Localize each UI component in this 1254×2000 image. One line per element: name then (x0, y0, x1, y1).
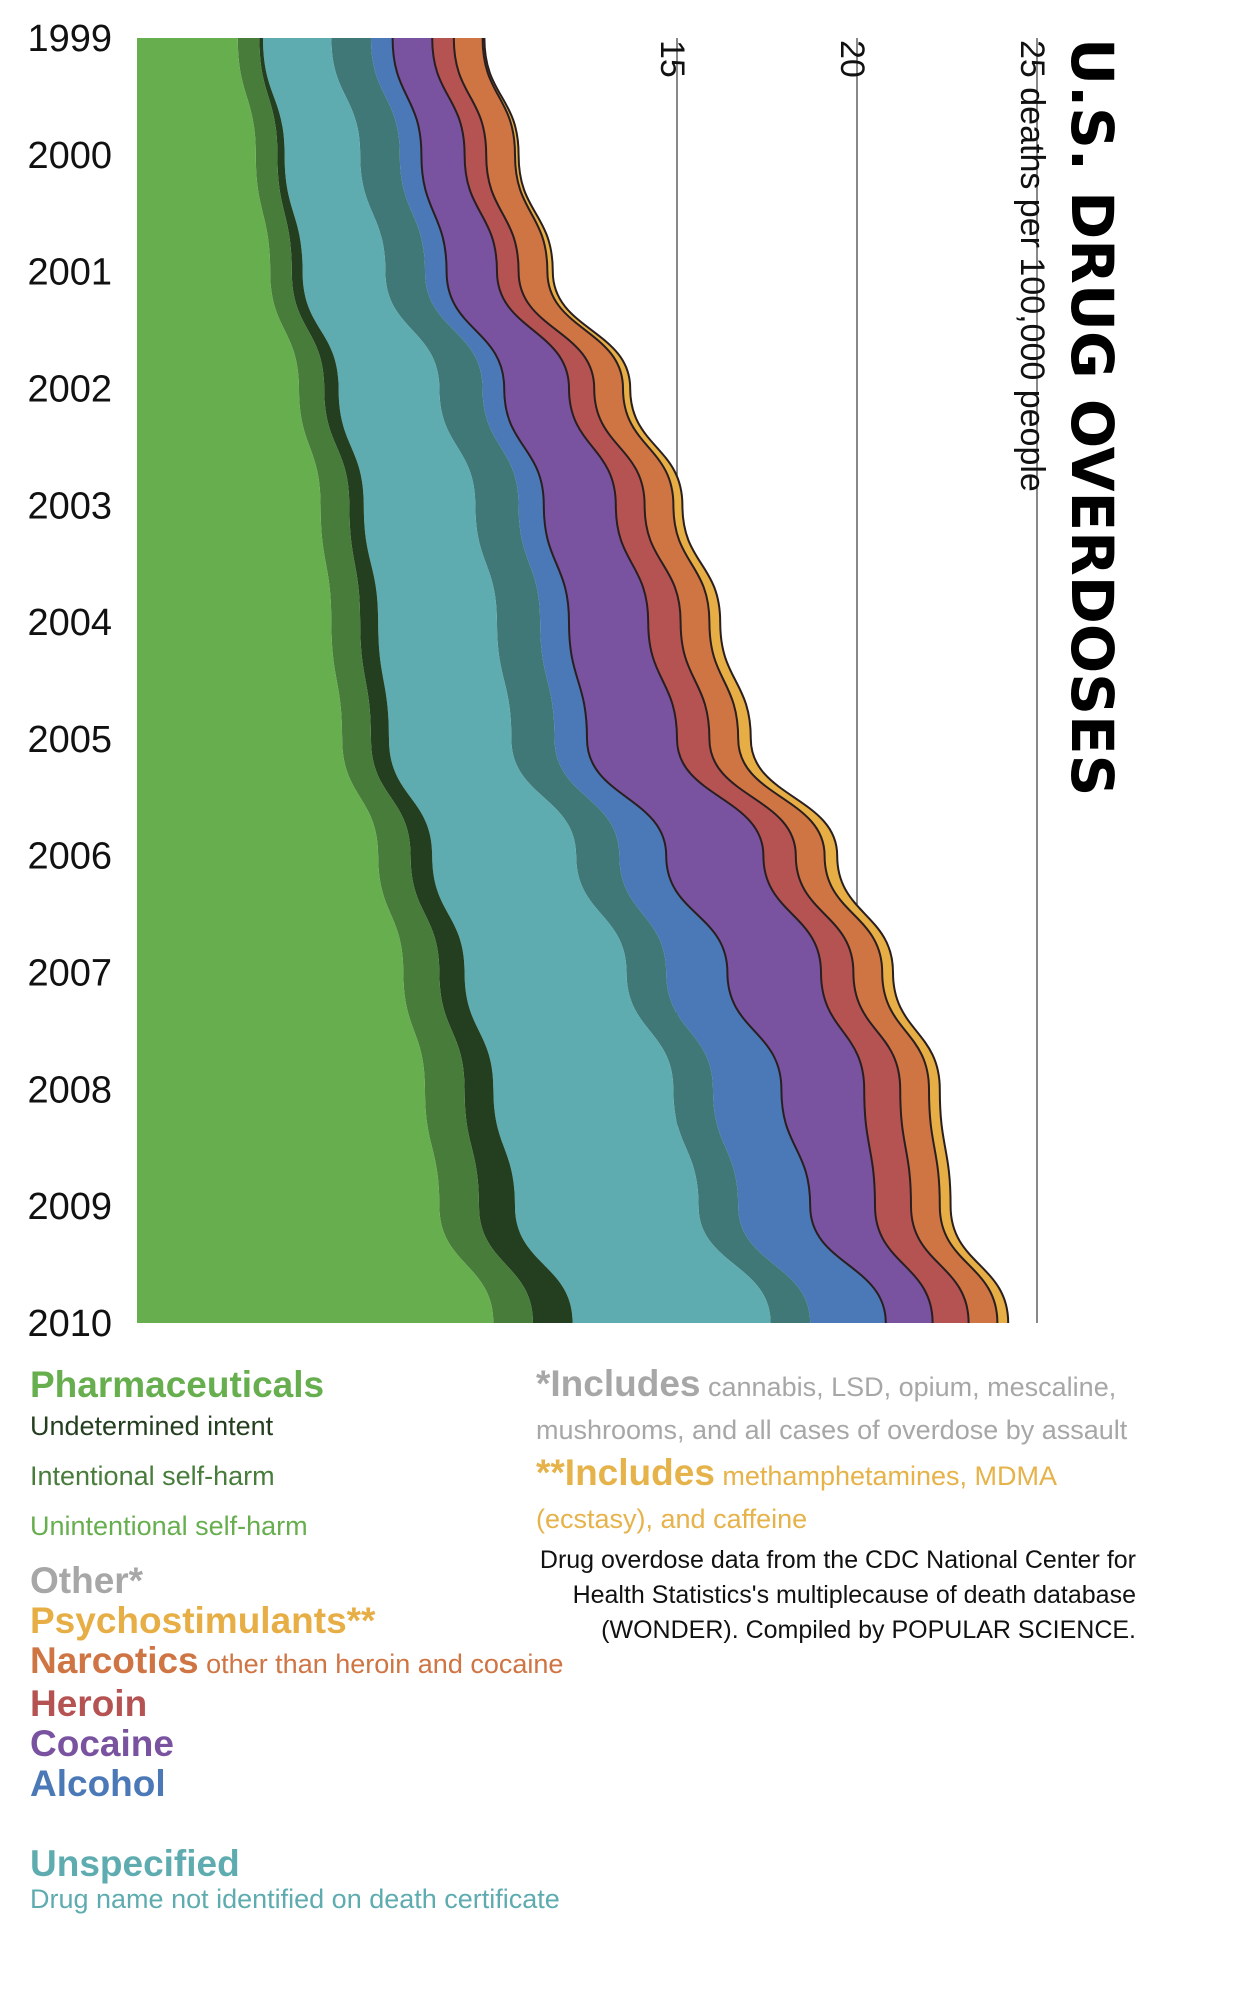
legend-unintentional: Unintentional self-harm (30, 1511, 308, 1541)
legend-unspecified: Unspecified (30, 1843, 240, 1884)
year-label-2003: 2003 (27, 485, 112, 527)
year-label-2006: 2006 (27, 836, 112, 878)
note-psychostimulants: **Includes methamphetamines, MDMA (ecsta… (536, 1454, 1156, 1543)
x-tick-20: 20 (833, 40, 871, 78)
note-psycho-lead: **Includes (536, 1452, 715, 1493)
footnotes: *Includes cannabis, LSD, opium, mescalin… (536, 1365, 1156, 1648)
layer-unspecified (263, 38, 771, 1323)
legend-other: Other* (30, 1560, 144, 1601)
x-tick-15: 15 (653, 40, 691, 78)
year-label-2002: 2002 (27, 368, 112, 410)
layer-pharma-intentional (237, 38, 534, 1323)
legend-pharma-sub: Undetermined intent Intentional self-har… (30, 1411, 590, 1541)
x-axis-ticks: 15 20 25 deaths per 100,000 people (653, 40, 1051, 492)
legend-psychostimulants: Psychostimulants** (30, 1600, 376, 1641)
layer-edge-narcotics (481, 37, 999, 1324)
legend-narcotics: Narcotics other than heroin and cocaine (30, 1641, 590, 1684)
layer-heroin (432, 38, 969, 1323)
layer-narcotics (453, 38, 998, 1323)
legend-heroin: Heroin (30, 1683, 148, 1724)
year-label-1999: 1999 (27, 18, 112, 60)
layer-edge-alcohol (391, 37, 887, 1324)
legend-undetermined: Undetermined intent (30, 1411, 274, 1441)
overdose-streamgraph: 1999 2000 2001 2002 2003 2004 2005 2006 2007 2008… (27, 18, 1126, 1345)
layer-other (331, 38, 811, 1323)
legend-unspecified-note: Drug name not identified on death certif… (30, 1884, 560, 1914)
year-labels: 1999 2000 2001 2002 2003 2004 2005 2006 2007 2008… (27, 18, 112, 1345)
layer-edge-cocaine (431, 37, 934, 1324)
stacked-layers (137, 37, 1010, 1324)
note-other: *Includes cannabis, LSD, opium, mescalin… (536, 1365, 1156, 1454)
year-label-2001: 2001 (27, 252, 112, 294)
year-label-2005: 2005 (27, 719, 112, 761)
year-label-2007: 2007 (27, 953, 112, 995)
legend: Pharmaceuticals Undetermined intent Inte… (30, 1364, 590, 1915)
year-label-2009: 2009 (27, 1186, 112, 1228)
legend-alcohol: Alcohol (30, 1763, 166, 1804)
legend-narcotics-label: Narcotics (30, 1640, 199, 1681)
year-label-2010: 2010 (27, 1303, 112, 1345)
chart-title: U.S. DRUG OVERDOSES (1058, 38, 1126, 796)
layer-edge-psychostimulants (483, 37, 1010, 1324)
note-other-text: cannabis, LSD, opium, mescaline, mushroo… (536, 1372, 1128, 1445)
layer-edge-heroin (452, 37, 970, 1324)
legend-cocaine: Cocaine (30, 1723, 174, 1764)
source-note: Drug overdose data from the CDC National… (539, 1546, 1136, 1644)
legend-narcotics-note: other than heroin and cocaine (198, 1649, 564, 1679)
year-label-2008: 2008 (27, 1069, 112, 1111)
x-tick-25: 25 deaths per 100,000 people (1013, 40, 1051, 492)
note-other-lead: *Includes (536, 1363, 701, 1404)
legend-intentional: Intentional self-harm (30, 1461, 275, 1491)
legend-pharmaceuticals: Pharmaceuticals (30, 1364, 325, 1405)
year-label-2004: 2004 (27, 602, 112, 644)
year-label-2000: 2000 (27, 135, 112, 177)
layer-pharma-unintentional (137, 38, 494, 1323)
note-psycho-text: methamphetamines, MDMA (ecstasy), and ca… (536, 1461, 1056, 1534)
